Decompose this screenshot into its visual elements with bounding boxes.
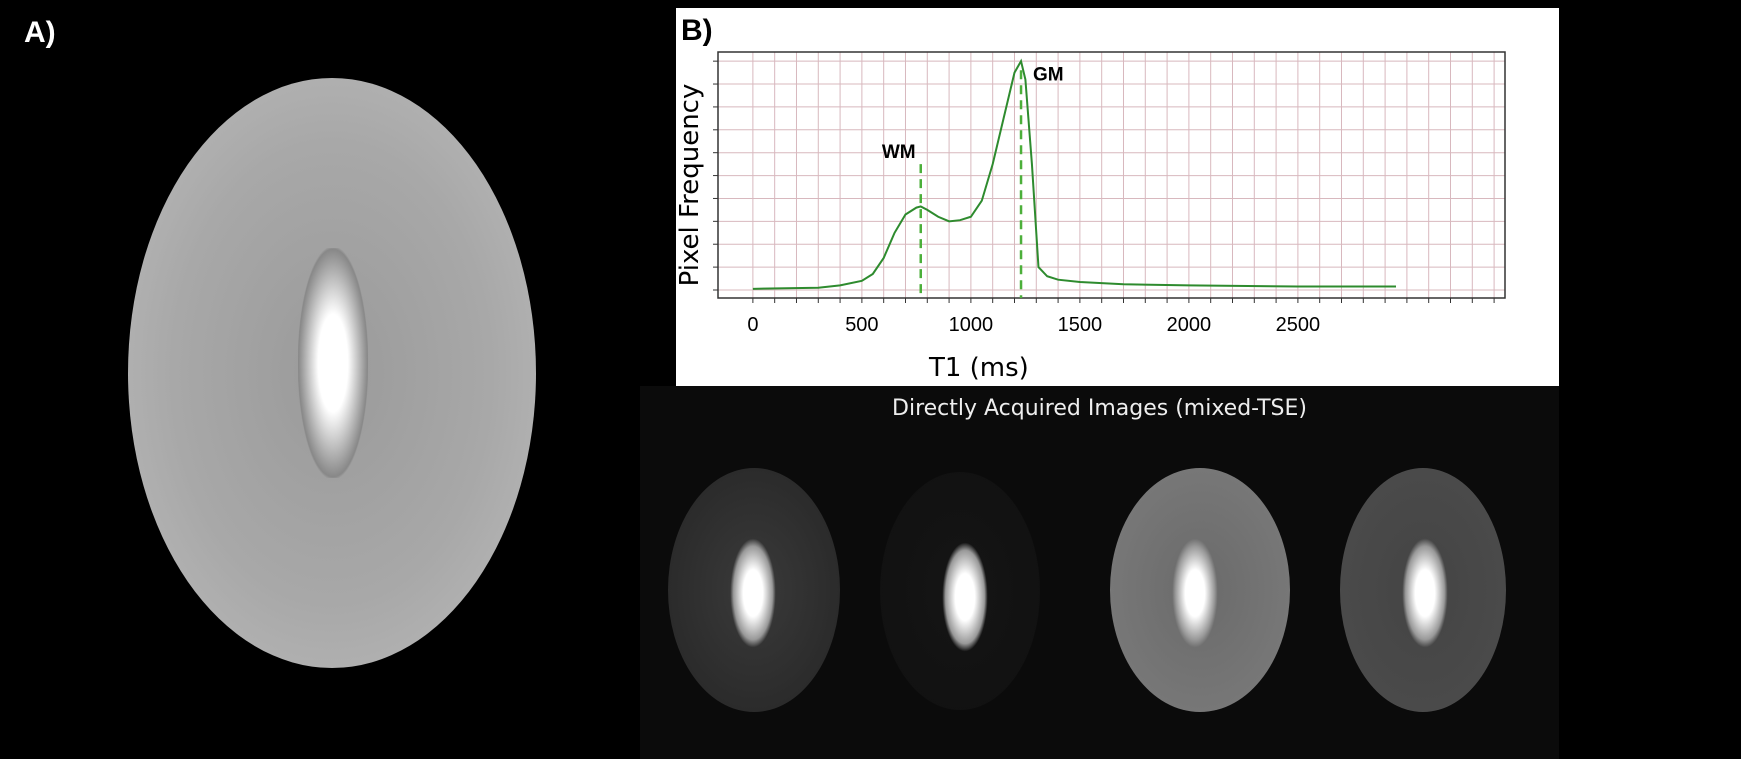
mixed-tse-image-4 (1340, 468, 1506, 712)
t1-map-brain-image (128, 78, 536, 668)
x-axis-label: T1 (ms) (928, 353, 1029, 383)
x-tick-label: 1500 (1058, 314, 1103, 336)
t1-histogram-chart: 0 500 1000 1500 2000 2500 T1 (ms) Pixel Frequen… (676, 51, 1506, 383)
ventricles (298, 248, 368, 478)
annotation-label-wm: WM (882, 142, 916, 163)
mixed-tse-image-3 (1110, 468, 1290, 712)
x-tick-label: 500 (845, 314, 878, 336)
mixed-tse-image-1 (668, 468, 840, 712)
chart-background (676, 8, 1559, 386)
panel-a-label: A) (24, 16, 56, 49)
x-tick-label: 1000 (949, 314, 994, 336)
mixed-tse-image-2 (880, 472, 1040, 710)
histogram-line (752, 58, 1396, 290)
x-tick-label: 0 (747, 314, 758, 336)
plot-frame (717, 51, 1506, 299)
directly-acquired-images-panel: Directly Acquired Images (mixed-TSE) (640, 386, 1559, 759)
panel-b-label: B) (681, 14, 713, 47)
x-tick-label: 2000 (1167, 314, 1212, 336)
x-tick-label: 2500 (1276, 314, 1321, 336)
bottom-panel-title: Directly Acquired Images (mixed-TSE) (892, 396, 1307, 421)
y-axis-label: Pixel Frequency (676, 84, 705, 287)
annotation-label-gm: GM (1033, 64, 1064, 85)
